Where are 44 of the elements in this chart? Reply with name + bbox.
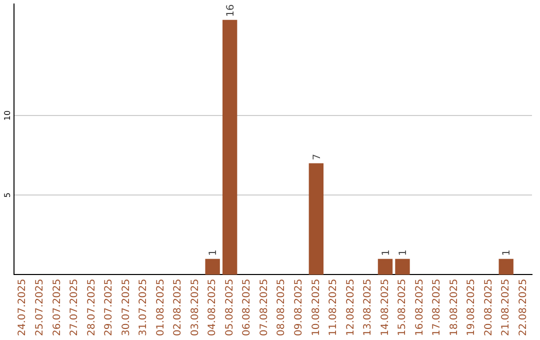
x-tick-label: 19.08.2025 xyxy=(466,278,478,336)
x-tick-label: 03.08.2025 xyxy=(190,278,201,336)
x-tick-label: 12.08.2025 xyxy=(345,278,356,336)
x-tick-label: 25.07.2025 xyxy=(34,278,46,336)
data-label: 7 xyxy=(312,154,323,160)
x-tick-label: 21.08.2025 xyxy=(500,278,512,336)
x-tick-label: 18.08.2025 xyxy=(448,278,460,336)
bar xyxy=(308,163,324,275)
x-tick-label: 16.08.2025 xyxy=(414,278,426,336)
x-tick-label: 17.08.2025 xyxy=(432,278,443,336)
x-tick-label: 30.07.2025 xyxy=(120,278,132,336)
x-tick-label: 27.07.2025 xyxy=(69,278,80,336)
x-tick-label: 10.08.2025 xyxy=(310,278,322,336)
x-tick-label: 09.08.2025 xyxy=(293,278,304,336)
x-tick-label: 11.08.2025 xyxy=(328,278,340,336)
x-tick-label: 07.08.2025 xyxy=(258,278,270,336)
x-tick-label: 02.08.2025 xyxy=(172,278,184,336)
x-tick-label: 22.08.2025 xyxy=(518,278,529,336)
bar xyxy=(395,258,410,275)
bar xyxy=(498,258,514,275)
x-tick-label: 29.07.2025 xyxy=(104,278,115,336)
y-tick-label: 10 xyxy=(3,110,12,121)
x-tick-label: 06.08.2025 xyxy=(242,278,253,336)
x-tick-label: 24.07.2025 xyxy=(17,278,28,336)
x-tick-label: 31.07.2025 xyxy=(138,278,150,336)
x-tick-label: 04.08.2025 xyxy=(207,278,218,336)
x-tick-label: 05.08.2025 xyxy=(224,278,236,336)
bar xyxy=(205,258,220,275)
x-tick-label: 28.07.2025 xyxy=(86,278,98,336)
data-label: 16 xyxy=(225,4,236,17)
x-tick-label: 13.08.2025 xyxy=(362,278,374,336)
data-label: 1 xyxy=(502,249,513,256)
bar xyxy=(222,20,238,275)
data-label: 1 xyxy=(208,249,220,256)
x-tick-label: 20.08.2025 xyxy=(483,278,494,336)
data-label: 1 xyxy=(380,249,392,256)
x-tick-label: 08.08.2025 xyxy=(276,278,288,336)
x-tick-label: 14.08.2025 xyxy=(380,278,391,336)
x-tick-label: 26.07.2025 xyxy=(52,278,63,336)
y-tick-label: 5 xyxy=(3,192,12,198)
bar xyxy=(378,258,393,275)
x-tick-label: 15.08.2025 xyxy=(397,278,408,336)
x-tick-label: 01.08.2025 xyxy=(155,278,166,336)
data-label: 1 xyxy=(398,249,410,256)
